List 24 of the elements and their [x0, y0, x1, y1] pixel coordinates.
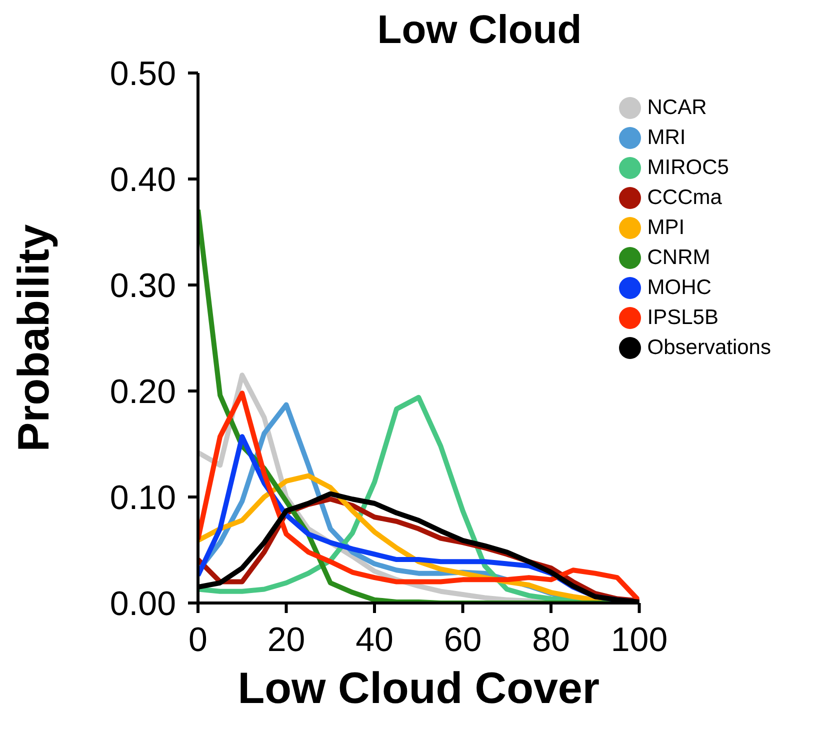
- x-tick-label: 0: [188, 621, 208, 660]
- legend-label: MOHC: [647, 275, 712, 301]
- legend-label: MIROC5: [647, 155, 729, 181]
- x-tick-label: 100: [610, 621, 668, 660]
- legend-label: CCCma: [647, 185, 722, 211]
- chart-title: Low Cloud: [376, 8, 583, 53]
- y-tick-label: 0.50: [110, 55, 176, 94]
- legend-label: IPSL5B: [647, 305, 718, 331]
- x-tick-label: 80: [532, 621, 570, 660]
- legend-label: MPI: [647, 215, 685, 241]
- legend-label: NCAR: [647, 95, 707, 121]
- legend-label: CNRM: [647, 245, 710, 271]
- x-tick-label: 40: [356, 621, 394, 660]
- x-axis-title: Low Cloud Cover: [238, 664, 600, 713]
- y-tick-label: 0.20: [110, 373, 176, 412]
- y-tick-label: 0.40: [110, 161, 176, 200]
- y-tick-label: 0.10: [110, 479, 176, 518]
- y-tick-label: 0.30: [110, 267, 176, 306]
- x-tick-label: 20: [267, 621, 306, 660]
- x-tick-label: 60: [444, 621, 482, 660]
- y-tick-label: 0.00: [110, 585, 176, 624]
- legend-label: Observations: [647, 335, 771, 361]
- legend-label: MRI: [647, 125, 686, 151]
- y-axis-title: Probability: [10, 224, 59, 452]
